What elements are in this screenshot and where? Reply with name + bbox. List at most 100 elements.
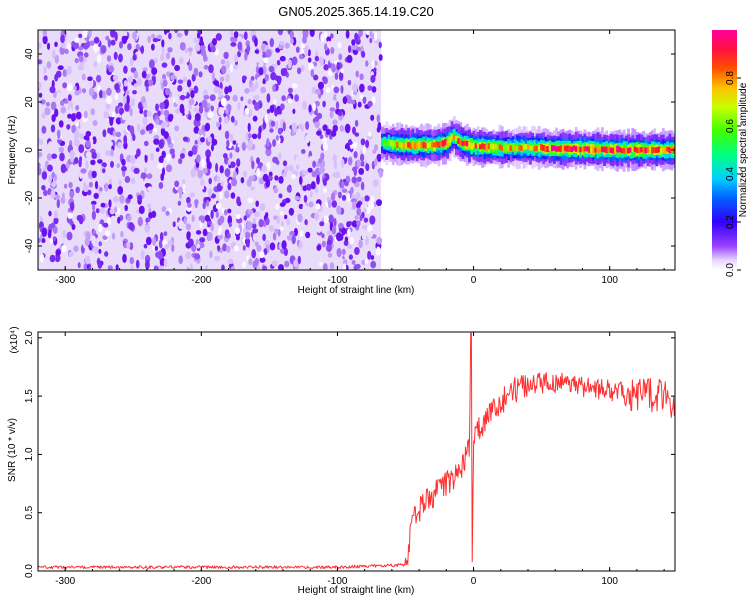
noise-speckle [103, 222, 109, 228]
noise-speckle [84, 237, 90, 247]
noise-speckle [176, 32, 183, 38]
noise-speckle [155, 147, 160, 152]
noise-speckle [351, 260, 356, 265]
noise-speckle [186, 231, 191, 241]
noise-speckle [161, 39, 165, 48]
noise-speckle [186, 196, 191, 204]
noise-speckle [188, 62, 193, 72]
noise-speckle [363, 208, 367, 213]
noise-speckle [133, 70, 139, 79]
noise-speckle [244, 51, 248, 61]
noise-speckle [218, 116, 222, 124]
noise-speckle [251, 133, 258, 140]
noise-speckle [70, 113, 76, 122]
noise-speckle [130, 177, 136, 185]
noise-speckle [293, 259, 299, 268]
signal-band-cell [400, 142, 404, 149]
noise-speckle [356, 202, 361, 209]
noise-speckle [164, 244, 170, 250]
x-tick-label: -200 [191, 275, 211, 286]
noise-speckle [275, 203, 280, 210]
noise-speckle [200, 178, 205, 188]
noise-speckle [71, 167, 77, 176]
signal-band-cell [657, 146, 661, 153]
noise-speckle [237, 41, 243, 51]
noise-speckle [251, 160, 255, 170]
noise-speckle [151, 67, 158, 75]
signal-band-cell [570, 146, 574, 153]
noise-speckle [354, 247, 360, 255]
noise-speckle [347, 228, 351, 236]
noise-speckle [257, 132, 262, 140]
noise-speckle [348, 221, 352, 226]
y-tick-label: -40 [24, 238, 35, 253]
signal-band-cell [648, 146, 652, 153]
noise-speckle [299, 161, 304, 171]
noise-speckle [260, 86, 266, 94]
noise-speckle [144, 148, 149, 156]
noise-speckle [145, 85, 149, 92]
noise-speckle [255, 200, 259, 207]
noise-speckle [195, 230, 202, 235]
noise-speckle [85, 151, 92, 158]
noise-speckle [74, 130, 80, 139]
signal-band-cell [550, 145, 554, 152]
noise-speckle [138, 238, 145, 244]
noise-speckle [341, 228, 347, 235]
noise-speckle [155, 103, 159, 112]
noise-speckle [132, 31, 137, 40]
noise-speckle [219, 76, 225, 82]
noise-speckle [207, 136, 212, 143]
signal-band-cell [474, 143, 478, 149]
noise-speckle [185, 251, 192, 260]
noise-speckle [322, 76, 328, 85]
noise-speckle [336, 93, 340, 101]
noise-speckle [93, 37, 100, 44]
noise-speckle [298, 203, 304, 210]
signal-band-cell [507, 144, 511, 151]
noise-speckle [260, 30, 267, 37]
noise-speckle [199, 36, 204, 45]
signal-band-cell [455, 136, 458, 142]
noise-speckle [68, 101, 74, 109]
noise-speckle [88, 87, 95, 97]
noise-speckle [163, 258, 168, 268]
noise-speckle [284, 214, 288, 220]
noise-speckle [340, 67, 344, 74]
signal-band-cell [644, 147, 648, 154]
noise-speckle [262, 265, 268, 270]
noise-speckle [314, 55, 320, 62]
noise-speckle [190, 90, 195, 99]
noise-speckle [109, 208, 115, 215]
noise-speckle [159, 232, 164, 242]
noise-speckle [300, 246, 305, 252]
noise-speckle [267, 61, 271, 68]
signal-band-cell [670, 146, 674, 152]
noise-speckle [117, 186, 124, 195]
noise-speckle [123, 65, 128, 74]
noise-speckle [79, 173, 83, 179]
noise-speckle [114, 31, 118, 42]
noise-speckle [312, 171, 317, 178]
noise-speckle [193, 107, 199, 112]
noise-speckle [197, 129, 204, 136]
noise-speckle [60, 196, 66, 204]
noise-speckle [308, 201, 314, 208]
noise-speckle [259, 257, 266, 263]
snr-frame [37, 331, 676, 572]
noise-speckle [280, 220, 284, 227]
noise-speckle [373, 144, 379, 152]
x-tick-label: -200 [191, 576, 211, 587]
noise-speckle [89, 40, 95, 46]
noise-speckle [83, 110, 88, 119]
noise-speckle [333, 86, 340, 94]
noise-speckle [111, 232, 116, 240]
noise-speckle [219, 165, 224, 174]
noise-speckle [143, 109, 148, 118]
noise-speckle [50, 124, 56, 133]
noise-speckle [93, 192, 99, 199]
noise-speckle [252, 233, 257, 242]
noise-speckle [339, 124, 344, 132]
